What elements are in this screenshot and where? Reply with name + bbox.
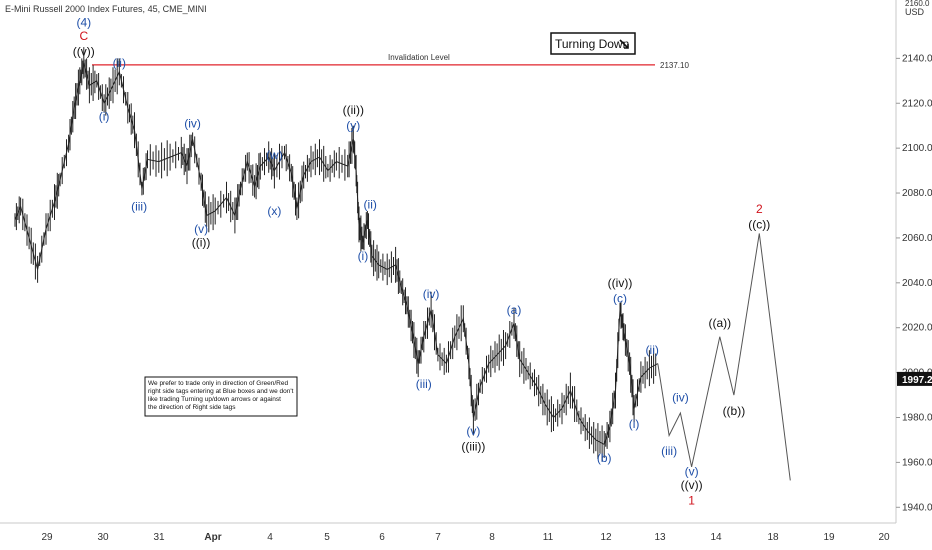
note-line-4: the direction of Right side tags [148, 404, 236, 411]
x-tick-label: 12 [600, 532, 612, 543]
y-tick-label: 2060.0 [902, 233, 932, 244]
note-box: We prefer to trade only in direction of … [144, 376, 298, 417]
candle-bars [14, 47, 657, 462]
wave-label: (c) [613, 292, 627, 306]
last-price-value: 1997.2 [902, 375, 932, 386]
note-line-2: right side tags entering at Blue boxes a… [148, 388, 294, 395]
wave-label: (iii) [416, 377, 432, 391]
wave-label: (v) [194, 222, 208, 236]
wave-label: C [79, 29, 88, 43]
wave-label: (v) [685, 464, 699, 478]
wave-label: ((i)) [192, 235, 211, 249]
y-tick-label: 1980.0 [902, 413, 932, 424]
wave-label: ((a)) [708, 316, 731, 330]
turning-down-frame [550, 32, 636, 55]
x-tick-label: 30 [97, 532, 109, 543]
turning-down-arrow-icon [619, 39, 629, 49]
wave-label: ((iii)) [461, 440, 485, 454]
x-tick-label: 20 [878, 532, 890, 543]
invalidation-value: 2137.10 [660, 61, 689, 70]
wave-label: 2 [756, 202, 763, 216]
wave-label: ((v)) [73, 45, 95, 59]
x-tick-label: 13 [654, 532, 666, 543]
wave-label: ((c)) [748, 218, 770, 232]
x-tick-label: 11 [543, 532, 554, 543]
currency-label: USD [905, 7, 925, 17]
y-tick-label: 2020.0 [902, 323, 932, 334]
x-tick-label: 6 [379, 532, 385, 543]
x-tick-label: 7 [435, 532, 441, 543]
wave-label: (iii) [131, 200, 147, 214]
wave-label: (ii) [646, 343, 659, 357]
wave-label: ((iv)) [608, 276, 633, 290]
y-tick-label: 2040.0 [902, 278, 932, 289]
x-tick-label: Apr [204, 532, 221, 543]
wave-labels: (4)C((v))(ii)(i)(iii)(iv)(v)((i))(w)(x)(… [73, 15, 770, 507]
wave-label: (b) [597, 451, 612, 465]
y-tick-label: 2080.0 [902, 188, 932, 199]
wave-label: (iv) [672, 390, 689, 404]
x-tick-label: 19 [823, 532, 835, 543]
x-tick-label: 29 [41, 532, 53, 543]
wave-label: (i) [358, 249, 369, 263]
x-tick-label: 31 [153, 532, 165, 543]
last-price-box [897, 371, 932, 386]
projection-path [657, 233, 791, 481]
x-tick-label: 14 [710, 532, 722, 543]
wave-label: (iv) [423, 287, 440, 301]
note-line-3: like trading Turning up/down arrows or a… [148, 396, 281, 403]
x-tick-label: 4 [267, 532, 273, 543]
x-axis-ticks: 29 30 31 Apr 4 5 6 7 8 11 12 13 14 18 19 20 [41, 532, 890, 543]
wave-label: (a) [507, 303, 522, 317]
wave-label: (i) [99, 110, 110, 124]
wave-label: (ii) [364, 197, 377, 211]
wave-label: 1 [688, 494, 695, 508]
wave-label: (i) [629, 417, 640, 431]
note-frame [144, 376, 298, 417]
x-tick-label: 8 [489, 532, 495, 543]
wave-label: (x) [267, 204, 281, 218]
wave-label: (y) [346, 119, 360, 133]
y-tick-label: 1940.0 [902, 502, 932, 513]
wave-label: (iv) [184, 117, 201, 131]
x-tick-label: 18 [767, 532, 779, 543]
wave-label: ((v)) [681, 478, 703, 492]
note-line-1: We prefer to trade only in direction of … [148, 380, 288, 387]
invalidation-label: Invalidation Level [388, 53, 450, 62]
wave-label: ((b)) [723, 404, 746, 418]
wave-label: (v) [466, 424, 480, 438]
y-tick-label: 2100.0 [902, 143, 932, 154]
turning-down-box: Turning Down [550, 32, 636, 55]
y-tick-label: 1960.0 [902, 457, 932, 468]
wave-label: (iii) [661, 444, 677, 458]
wave-label: ((ii)) [343, 103, 364, 117]
x-tick-label: 5 [324, 532, 330, 543]
wave-label: (4) [76, 15, 91, 29]
y-tick-label: 2140.0 [902, 53, 932, 64]
wave-label: (w) [266, 148, 283, 162]
chart-title: E-Mini Russell 2000 Index Futures, 45, C… [5, 4, 207, 14]
currency-top-label: 2160.0 [905, 0, 930, 8]
turning-down-label: Turning Down [555, 37, 629, 51]
y-tick-label: 2120.0 [902, 98, 932, 109]
wave-label: (ii) [113, 56, 126, 70]
last-price-badge: 1997.2 [897, 371, 932, 386]
